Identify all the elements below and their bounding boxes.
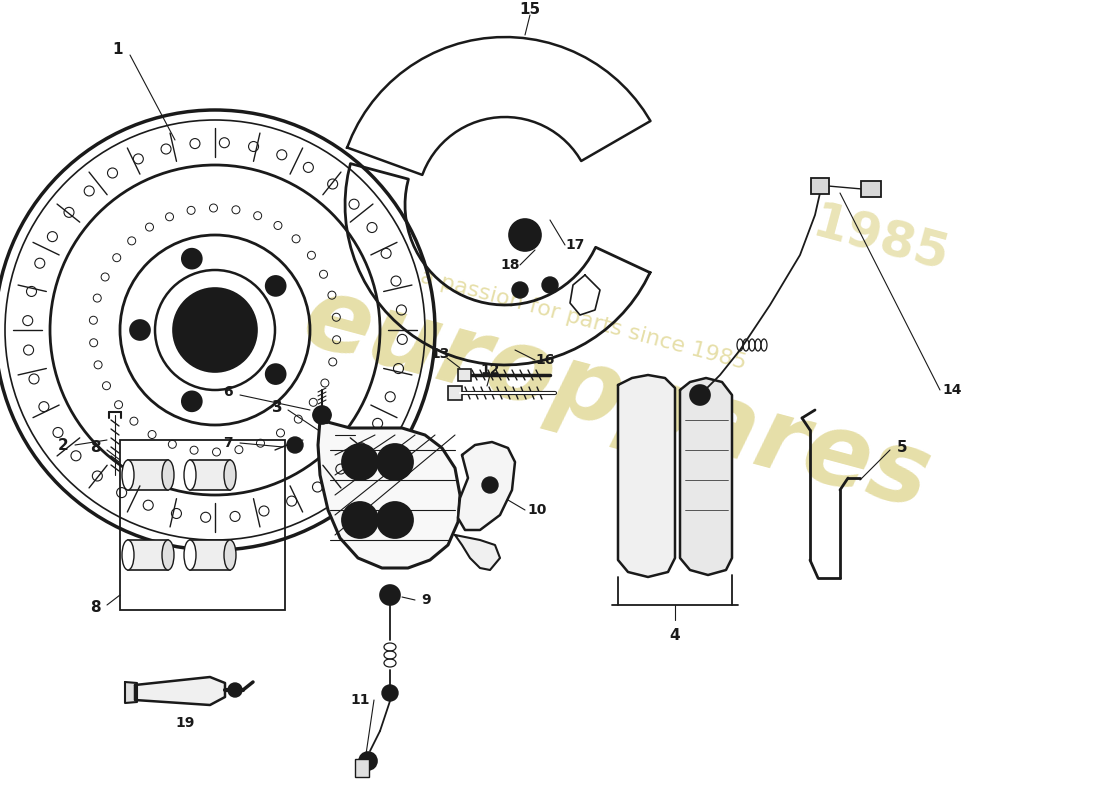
- Circle shape: [228, 683, 242, 697]
- Bar: [190, 540, 230, 570]
- Text: 13: 13: [430, 347, 450, 361]
- Circle shape: [690, 385, 710, 405]
- Circle shape: [266, 364, 286, 384]
- Bar: [458, 369, 471, 381]
- Bar: [128, 460, 168, 490]
- Circle shape: [287, 437, 303, 453]
- Polygon shape: [318, 420, 460, 568]
- Text: 7: 7: [223, 436, 233, 450]
- Circle shape: [382, 685, 398, 701]
- Bar: [448, 386, 462, 400]
- Ellipse shape: [162, 540, 174, 570]
- Ellipse shape: [162, 460, 174, 490]
- Text: 19: 19: [175, 716, 195, 730]
- Text: europpares: europpares: [293, 270, 939, 530]
- Text: 15: 15: [519, 2, 540, 18]
- Ellipse shape: [224, 460, 236, 490]
- FancyBboxPatch shape: [861, 181, 881, 197]
- Bar: [128, 540, 168, 570]
- FancyBboxPatch shape: [811, 178, 829, 194]
- Bar: [120, 440, 285, 610]
- Text: 9: 9: [421, 593, 431, 607]
- Ellipse shape: [184, 540, 196, 570]
- Circle shape: [482, 477, 498, 493]
- Circle shape: [509, 219, 541, 251]
- Text: 2: 2: [57, 438, 68, 453]
- Circle shape: [266, 276, 286, 296]
- Text: 5: 5: [896, 439, 907, 454]
- Polygon shape: [680, 378, 732, 575]
- Text: a passion for parts since 1985: a passion for parts since 1985: [418, 266, 748, 374]
- Circle shape: [377, 444, 412, 480]
- Ellipse shape: [122, 460, 134, 490]
- Circle shape: [512, 282, 528, 298]
- Text: 1985: 1985: [806, 198, 954, 282]
- Text: 1: 1: [112, 42, 123, 58]
- Text: 4: 4: [670, 627, 680, 642]
- Text: 8: 8: [90, 441, 100, 455]
- Circle shape: [173, 288, 257, 372]
- Ellipse shape: [224, 540, 236, 570]
- Circle shape: [182, 249, 201, 269]
- Circle shape: [359, 752, 377, 770]
- Polygon shape: [125, 682, 138, 703]
- Circle shape: [182, 391, 201, 411]
- Polygon shape: [618, 375, 675, 577]
- Text: 16: 16: [536, 353, 554, 367]
- Ellipse shape: [184, 460, 196, 490]
- Circle shape: [542, 277, 558, 293]
- Text: 3: 3: [272, 399, 283, 414]
- Bar: [355, 759, 368, 777]
- Text: 6: 6: [223, 385, 233, 399]
- Text: 8: 8: [90, 599, 100, 614]
- Text: 17: 17: [565, 238, 585, 252]
- Circle shape: [379, 585, 400, 605]
- Text: 11: 11: [350, 693, 370, 707]
- Polygon shape: [135, 677, 226, 705]
- Ellipse shape: [122, 540, 134, 570]
- Text: 12: 12: [481, 363, 499, 377]
- Circle shape: [342, 502, 378, 538]
- Circle shape: [377, 502, 412, 538]
- Circle shape: [342, 444, 378, 480]
- Text: 18: 18: [500, 258, 519, 272]
- Polygon shape: [455, 535, 500, 570]
- Circle shape: [314, 406, 331, 424]
- Polygon shape: [458, 442, 515, 530]
- Bar: [190, 460, 230, 490]
- Text: 14: 14: [943, 383, 961, 397]
- Circle shape: [130, 320, 150, 340]
- Text: 10: 10: [527, 503, 547, 517]
